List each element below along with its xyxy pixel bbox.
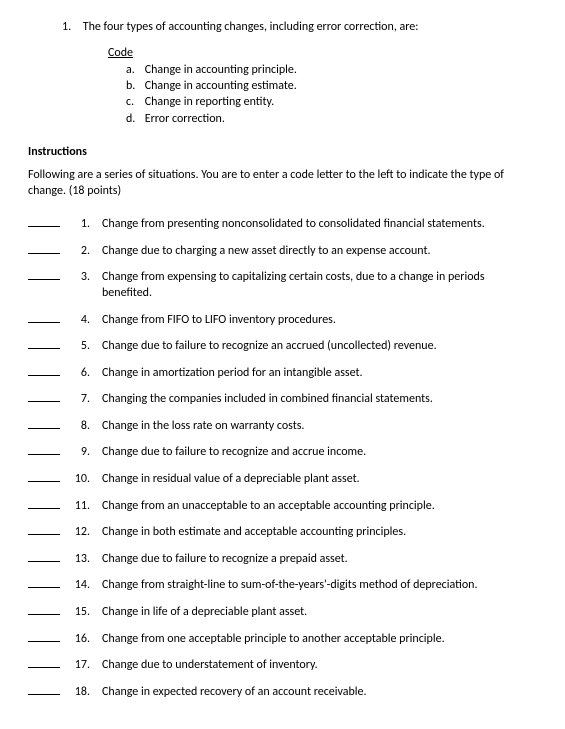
situation-item: 4. Change from FIFO to LIFO inventory pro… (28, 311, 537, 329)
code-section: Code a. Change in accounting principle. … (108, 46, 537, 127)
answer-blank[interactable] (28, 443, 60, 455)
situation-item: 3. Change from expensing to capitalizing … (28, 268, 537, 301)
code-letter: d. (126, 111, 142, 127)
situation-number: 11. (68, 499, 90, 515)
situation-item: 15. Change in life of a depreciable plant… (28, 603, 537, 621)
situation-text: Change due to failure to recognize and a… (102, 445, 537, 461)
situations-list: 1. Change from presenting nonconsolidated… (28, 215, 537, 700)
situation-text: Change from one acceptable principle to … (102, 632, 537, 648)
code-letter: b. (126, 78, 142, 94)
code-text: Error correction. (145, 112, 225, 126)
situation-item: 11. Change from an unacceptable to an acc… (28, 497, 537, 515)
situation-item: 18. Change in expected recovery of an acc… (28, 683, 537, 701)
situation-text: Change due to charging a new asset direc… (102, 244, 537, 260)
situation-number: 5. (68, 339, 90, 355)
situation-number: 7. (68, 392, 90, 408)
question-number: 1. (62, 20, 80, 34)
code-list: a. Change in accounting principle. b. Ch… (108, 62, 537, 127)
code-letter: a. (126, 62, 142, 78)
situation-item: 13. Change due to failure to recognize a … (28, 550, 537, 568)
situation-number: 15. (68, 605, 90, 621)
answer-blank[interactable] (28, 390, 60, 402)
code-item: b. Change in accounting estimate. (126, 78, 537, 94)
answer-blank[interactable] (28, 550, 60, 562)
situation-item: 8. Change in the loss rate on warranty co… (28, 417, 537, 435)
situation-item: 9. Change due to failure to recognize and… (28, 443, 537, 461)
situation-item: 2. Change due to charging a new asset dir… (28, 242, 537, 260)
situation-text: Change due to understatement of inventor… (102, 658, 537, 674)
answer-blank[interactable] (28, 311, 60, 323)
situation-text: Change in expected recovery of an accoun… (102, 685, 537, 701)
answer-blank[interactable] (28, 603, 60, 615)
situation-number: 16. (68, 632, 90, 648)
situation-number: 3. (68, 270, 90, 286)
answer-blank[interactable] (28, 417, 60, 429)
situation-item: 1. Change from presenting nonconsolidated… (28, 215, 537, 233)
situation-item: 5. Change due to failure to recognize an … (28, 337, 537, 355)
instructions-text: Following are a series of situations. Yo… (28, 167, 537, 199)
situation-text: Change from straight-line to sum-of-the-… (102, 578, 537, 594)
situation-text: Change in the loss rate on warranty cost… (102, 419, 537, 435)
situation-item: 17. Change due to understatement of inven… (28, 656, 537, 674)
situation-number: 6. (68, 366, 90, 382)
situation-text: Change from an unacceptable to an accept… (102, 499, 537, 515)
code-heading: Code (108, 46, 537, 60)
code-item: a. Change in accounting principle. (126, 62, 537, 78)
situation-number: 8. (68, 419, 90, 435)
code-text: Change in accounting estimate. (145, 79, 297, 93)
situation-item: 6. Change in amortization period for an i… (28, 364, 537, 382)
answer-blank[interactable] (28, 630, 60, 642)
code-text: Change in reporting entity. (145, 95, 274, 109)
situation-text: Change due to failure to recognize an ac… (102, 339, 537, 355)
situation-text: Change from FIFO to LIFO inventory proce… (102, 313, 537, 329)
answer-blank[interactable] (28, 337, 60, 349)
situation-text: Changing the companies included in combi… (102, 392, 537, 408)
situation-number: 17. (68, 658, 90, 674)
question-header: 1. The four types of accounting changes,… (28, 20, 537, 34)
situation-number: 14. (68, 578, 90, 594)
situation-text: Change in life of a depreciable plant as… (102, 605, 537, 621)
situation-number: 13. (68, 552, 90, 568)
situation-text: Change in amortization period for an int… (102, 366, 537, 382)
instructions-heading: Instructions (28, 145, 537, 159)
answer-blank[interactable] (28, 523, 60, 535)
answer-blank[interactable] (28, 215, 60, 227)
code-item: d. Error correction. (126, 111, 537, 127)
situation-item: 7. Changing the companies included in com… (28, 390, 537, 408)
situation-text: Change due to failure to recognize a pre… (102, 552, 537, 568)
situation-number: 4. (68, 313, 90, 329)
answer-blank[interactable] (28, 268, 60, 280)
situation-number: 18. (68, 685, 90, 701)
situation-number: 12. (68, 525, 90, 541)
situation-item: 10. Change in residual value of a depreci… (28, 470, 537, 488)
situation-number: 9. (68, 445, 90, 461)
answer-blank[interactable] (28, 497, 60, 509)
situation-text: Change in residual value of a depreciabl… (102, 472, 537, 488)
situation-number: 1. (68, 217, 90, 233)
code-text: Change in accounting principle. (145, 63, 297, 77)
situation-item: 14. Change from straight-line to sum-of-t… (28, 576, 537, 594)
situation-number: 2. (68, 244, 90, 260)
answer-blank[interactable] (28, 470, 60, 482)
answer-blank[interactable] (28, 656, 60, 668)
situation-item: 16. Change from one acceptable principle … (28, 630, 537, 648)
situation-number: 10. (68, 472, 90, 488)
situation-text: Change from expensing to capitalizing ce… (102, 270, 537, 301)
question-text: The four types of accounting changes, in… (83, 20, 419, 34)
situation-item: 12. Change in both estimate and acceptabl… (28, 523, 537, 541)
answer-blank[interactable] (28, 242, 60, 254)
code-item: c. Change in reporting entity. (126, 94, 537, 110)
code-letter: c. (126, 94, 142, 110)
situation-text: Change in both estimate and acceptable a… (102, 525, 537, 541)
answer-blank[interactable] (28, 683, 60, 695)
answer-blank[interactable] (28, 576, 60, 588)
situation-text: Change from presenting nonconsolidated t… (102, 217, 537, 233)
answer-blank[interactable] (28, 364, 60, 376)
